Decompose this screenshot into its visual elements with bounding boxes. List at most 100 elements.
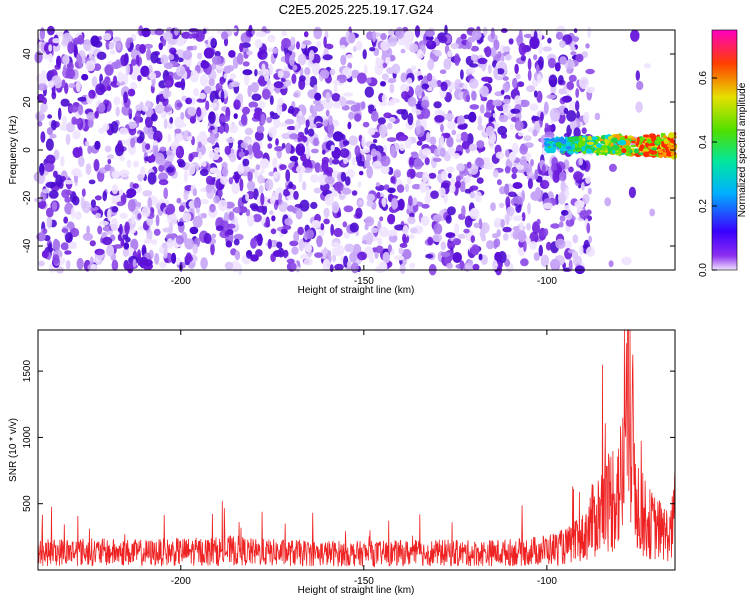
spectrogram-noise-cell bbox=[331, 201, 340, 214]
spectrogram-noise-cell bbox=[630, 29, 640, 42]
spectrogram-noise-cell bbox=[55, 31, 64, 37]
spectrogram-signal-cell bbox=[565, 145, 572, 150]
spectrogram-noise-cell bbox=[55, 174, 63, 188]
spectrogram-noise-cell bbox=[492, 113, 497, 118]
spectrogram-noise-cell bbox=[585, 43, 590, 49]
spectrogram-noise-cell bbox=[279, 164, 287, 171]
spectrogram-noise-cell bbox=[256, 125, 265, 134]
spectrogram-noise-cell bbox=[88, 179, 96, 185]
spectrogram-noise-cell bbox=[251, 29, 256, 35]
spectrogram-noise-cell bbox=[432, 49, 442, 55]
spectrogram-noise-cell bbox=[209, 167, 219, 174]
spectrogram-noise-cell bbox=[554, 62, 561, 72]
spectrogram-noise-cell bbox=[262, 68, 270, 79]
spectrogram-noise-cell bbox=[434, 115, 445, 123]
spectrogram-noise-cell bbox=[594, 112, 601, 121]
spectrogram-noise-cell bbox=[193, 88, 199, 97]
spectrogram-noise-cell bbox=[199, 168, 209, 177]
spectrogram-noise-cell bbox=[579, 76, 589, 90]
spectrogram-noise-cell bbox=[347, 121, 352, 130]
spectrogram-noise-cell bbox=[561, 95, 572, 103]
spectrogram-noise-cell bbox=[332, 131, 344, 142]
spectrogram-noise-cell bbox=[104, 164, 112, 172]
spectrogram-noise-cell bbox=[304, 243, 312, 253]
spectrogram-signal-cell bbox=[630, 140, 636, 144]
spectrogram-noise-cell bbox=[540, 254, 550, 268]
spectrogram-noise-cell bbox=[372, 30, 377, 43]
spectrogram-noise-cell bbox=[150, 51, 159, 64]
spectrogram-noise-cell bbox=[123, 242, 130, 250]
spectrogram-noise-cell bbox=[278, 192, 282, 205]
spectrogram-signal-cell bbox=[572, 136, 580, 142]
spectrogram-noise-cell bbox=[506, 206, 515, 217]
spectrogram-noise-cell bbox=[273, 116, 280, 129]
spectrogram-noise-cell bbox=[527, 202, 531, 215]
spectrogram-noise-cell bbox=[586, 246, 595, 257]
spectrogram-noise-cell bbox=[171, 252, 177, 264]
spectrogram-noise-cell bbox=[364, 159, 370, 168]
spectrogram-noise-cell bbox=[492, 259, 498, 271]
spectrogram-noise-cell bbox=[336, 211, 342, 218]
spectrogram-noise-cell bbox=[502, 104, 509, 110]
spectrogram-signal-cell bbox=[550, 146, 555, 153]
spectrogram-noise-cell bbox=[127, 88, 136, 97]
spectrogram-noise-cell bbox=[270, 228, 277, 235]
spectrogram-noise-cell bbox=[358, 199, 363, 206]
spectrogram-noise-cell bbox=[113, 96, 121, 106]
spectrogram-noise-cell bbox=[635, 70, 640, 81]
spectrogram-noise-cell bbox=[208, 111, 216, 124]
spectrogram-noise-cell bbox=[210, 38, 217, 49]
spectrogram-noise-cell bbox=[481, 223, 486, 236]
spectrogram-noise-cell bbox=[517, 131, 524, 137]
spectrogram-noise-cell bbox=[122, 247, 129, 257]
spectrogram-noise-cell bbox=[180, 112, 185, 120]
spectrogram-noise-cell bbox=[470, 235, 475, 243]
spectrogram-noise-cell bbox=[636, 80, 644, 91]
spectrogram-noise-cell bbox=[413, 70, 423, 77]
spectrogram-noise-cell bbox=[214, 50, 221, 57]
colorbar-tick-label: 0.0 bbox=[698, 263, 709, 277]
spectrogram-noise-cell bbox=[44, 162, 54, 172]
y-tick-label: 0 bbox=[22, 147, 33, 153]
spectrogram-noise-cell bbox=[106, 154, 115, 160]
spectrogram-noise-cell bbox=[158, 179, 169, 186]
spectrogram-noise-cell bbox=[147, 197, 152, 210]
spectrogram-noise-cell bbox=[406, 77, 413, 86]
spectrogram-noise-cell bbox=[457, 124, 468, 130]
spectrogram-noise-cell bbox=[372, 247, 378, 253]
spectrogram-noise-cell bbox=[529, 103, 539, 112]
spectrogram-noise-cell bbox=[228, 177, 234, 185]
spectrogram-noise-cell bbox=[269, 64, 273, 75]
spectrogram-noise-cell bbox=[166, 238, 174, 249]
spectrogram-noise-cell bbox=[66, 122, 75, 133]
spectrogram-noise-cell bbox=[119, 155, 125, 162]
spectrogram-noise-cell bbox=[111, 184, 119, 195]
spectrogram-noise-cell bbox=[94, 195, 102, 201]
spectrogram-noise-cell bbox=[493, 239, 498, 250]
spectrogram-noise-cell bbox=[352, 45, 357, 53]
spectrogram-noise-cell bbox=[583, 111, 590, 124]
spectrogram-noise-cell bbox=[228, 50, 236, 58]
spectrogram-noise-cell bbox=[50, 119, 57, 131]
spectrogram-noise-cell bbox=[60, 155, 65, 167]
spectrogram-noise-cell bbox=[566, 67, 572, 74]
spectrogram-noise-cell bbox=[438, 187, 446, 197]
spectrogram-noise-cell bbox=[295, 208, 303, 220]
spectrogram-noise-cell bbox=[581, 127, 587, 134]
spectrogram-signal-cell bbox=[618, 139, 627, 146]
spectrogram-noise-cell bbox=[426, 72, 433, 82]
spectrogram-noise-cell bbox=[68, 83, 76, 89]
spectrogram-noise-cell bbox=[287, 108, 292, 114]
spectrogram-signal-cell bbox=[555, 141, 562, 147]
spectrogram-noise-cell bbox=[460, 33, 467, 40]
spectrogram-noise-cell bbox=[378, 226, 389, 238]
spectrogram-noise-cell bbox=[516, 164, 525, 170]
spectrogram-noise-cell bbox=[378, 261, 388, 273]
spectrogram-noise-cell bbox=[137, 174, 144, 182]
spectrogram-noise-cell bbox=[389, 98, 400, 104]
spectrogram-noise-cell bbox=[111, 170, 120, 179]
spectrogram-noise-cell bbox=[282, 249, 289, 259]
spectrogram-noise-cell bbox=[404, 183, 410, 193]
spectrogram-noise-cell bbox=[411, 65, 417, 71]
spectrogram-noise-cell bbox=[566, 110, 577, 122]
